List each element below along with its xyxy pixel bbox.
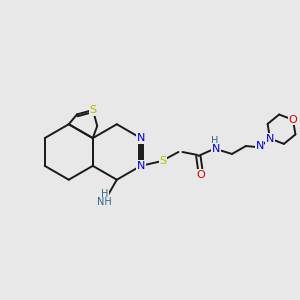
Text: S: S: [89, 105, 97, 115]
Text: N: N: [256, 141, 264, 151]
Text: H: H: [212, 136, 219, 146]
Text: N: N: [136, 133, 145, 143]
Text: N: N: [212, 144, 220, 154]
Text: N: N: [266, 134, 274, 144]
Text: O: O: [289, 115, 297, 125]
Text: NH: NH: [97, 197, 111, 207]
Text: H: H: [101, 189, 109, 199]
Text: N: N: [136, 161, 145, 171]
Text: S: S: [159, 156, 166, 166]
Text: O: O: [196, 170, 205, 180]
